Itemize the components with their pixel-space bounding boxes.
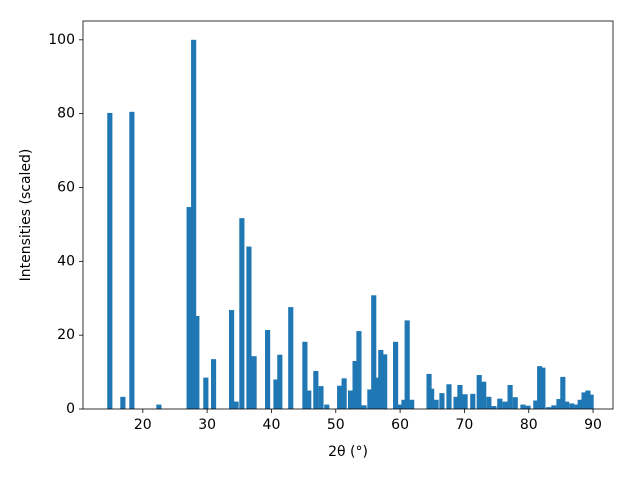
bar (577, 399, 583, 409)
bar (525, 405, 531, 409)
bar (156, 404, 162, 409)
bar (277, 354, 283, 409)
bar (581, 392, 587, 409)
bar (210, 359, 217, 409)
x-tick-label: 20 (134, 417, 152, 433)
x-tick-label: 70 (456, 417, 474, 433)
x-tick-label: 90 (584, 417, 602, 433)
bar (533, 400, 539, 409)
bar (313, 370, 319, 409)
bar (191, 39, 197, 409)
bar (367, 389, 373, 409)
bar (462, 394, 468, 409)
y-axis-label: Intensities (scaled) (18, 149, 34, 282)
x-tick-label: 40 (263, 417, 281, 433)
bar (203, 377, 209, 409)
bar (341, 378, 347, 409)
bar (348, 390, 354, 409)
x-tick-label: 50 (327, 417, 345, 433)
y-tick-label: 20 (57, 327, 75, 343)
bar (371, 295, 377, 409)
bar (318, 386, 324, 409)
bar (457, 385, 463, 409)
bar (540, 367, 546, 409)
bar (537, 366, 543, 409)
bar (486, 396, 492, 409)
y-tick-label: 0 (66, 401, 75, 417)
bar (401, 399, 407, 409)
bar (239, 218, 245, 409)
bar (396, 404, 403, 409)
bar (588, 394, 594, 409)
bar (288, 307, 294, 409)
bar (476, 375, 482, 409)
bar (585, 390, 591, 409)
bar (433, 399, 439, 409)
bar (439, 393, 445, 409)
bar (233, 401, 239, 409)
bar (520, 404, 526, 409)
bar (470, 393, 476, 409)
bar (378, 349, 384, 409)
bar (497, 398, 503, 409)
bar (337, 385, 343, 409)
bar (551, 405, 557, 409)
bar (265, 329, 271, 409)
x-tick-label: 60 (391, 417, 409, 433)
bar (574, 404, 580, 409)
y-tick-label: 80 (57, 106, 75, 122)
bar (491, 406, 497, 409)
bar (356, 331, 362, 409)
bar (186, 207, 192, 409)
bar (446, 384, 452, 409)
bar (352, 361, 358, 409)
x-axis-label: 2θ (°) (328, 444, 368, 460)
bar (569, 403, 575, 409)
x-tick-label: 80 (520, 417, 538, 433)
bar (273, 379, 279, 409)
bar (194, 315, 200, 409)
bar (251, 356, 257, 409)
bar (302, 341, 308, 409)
bar (409, 399, 415, 409)
y-tick-label: 100 (48, 32, 75, 48)
bar (546, 407, 552, 409)
x-tick-label: 30 (198, 417, 216, 433)
y-tick-label: 60 (57, 179, 75, 195)
bar (560, 376, 566, 409)
bar (324, 404, 330, 409)
bar (481, 381, 487, 409)
bar (502, 401, 508, 409)
bar (246, 246, 252, 409)
bar (229, 310, 235, 409)
bar (107, 112, 113, 409)
bar (564, 401, 570, 409)
y-tick-label: 40 (57, 253, 75, 269)
bar (429, 388, 435, 409)
bar (453, 396, 459, 409)
bar (129, 111, 135, 409)
bar (375, 377, 381, 409)
bar (306, 390, 312, 409)
bar (382, 354, 388, 409)
bar (512, 397, 518, 409)
bar (404, 320, 410, 409)
bar (120, 396, 126, 409)
bar (556, 399, 562, 409)
plot-frame (82, 20, 614, 410)
bar (393, 341, 399, 409)
bar (361, 405, 367, 409)
bar (507, 385, 513, 409)
